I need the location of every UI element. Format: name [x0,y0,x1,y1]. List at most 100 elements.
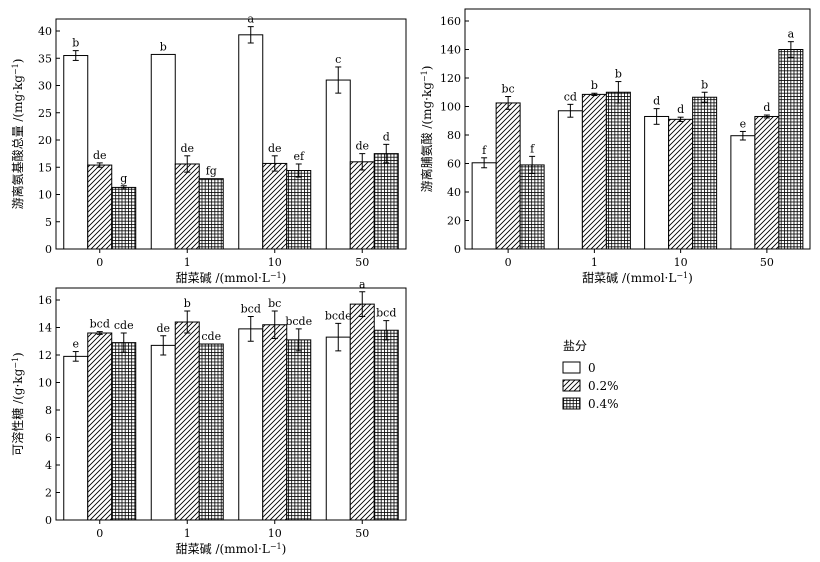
bar [519,164,545,250]
y-tick-label: 15 [38,161,52,174]
x-axis-label: 甜菜碱 /(mmol·L−1) [582,271,693,286]
significance-label: cd [564,90,577,103]
bar [238,34,264,250]
significance-label: de [268,142,282,155]
legend: 盐分 0 0.2% 0.4% [562,339,619,411]
significance-label: a [788,28,795,41]
x-tick-label: 50 [355,256,369,269]
y-tick-label: 140 [440,44,461,57]
x-tick-label: 50 [760,256,774,269]
bar [174,163,200,250]
bar [63,355,89,521]
significance-label: bcde [325,309,352,322]
x-tick-label: 10 [674,256,688,269]
legend-label-2: 0.4% [588,397,619,411]
bar [471,162,497,250]
y-tick-label: 0 [45,243,52,256]
x-tick-label: 50 [355,527,369,540]
bar [778,49,804,250]
y-tick-label: 10 [38,377,52,390]
significance-label: cde [114,319,134,332]
bar [111,342,137,521]
bar [754,115,780,250]
significance-label: c [335,53,341,66]
bar [174,321,200,521]
x-axis-label: 甜菜碱 /(mmol·L−1) [176,542,287,557]
legend-swatch-0 [562,361,581,374]
y-tick-label: 80 [447,129,461,142]
x-axis-label: 甜菜碱 /(mmol·L−1) [176,271,287,286]
bar [692,96,718,250]
significance-label: bc [268,297,281,310]
significance-label: bcd [90,318,110,331]
bar [373,153,399,250]
y-tick-label: 25 [38,107,52,120]
y-tick-label: 160 [440,15,461,28]
y-tick-label: 0 [454,243,461,256]
bar [730,135,756,250]
significance-label: b [591,79,598,92]
legend-swatch-2 [562,397,581,410]
bar [644,115,670,250]
significance-label: bc [502,83,515,96]
y-tick-label: 2 [45,487,52,500]
y-axis-label: 游离脯氨酸 /(mg·kg−1) [419,66,434,193]
chart-free-proline: 0 20 40 60 80 100 120 140 160 0 f bc f 1 cd b b 10 d d b 50 e d… [419,8,811,286]
y-tick-label: 40 [447,186,461,199]
y-tick-label: 4 [45,459,52,472]
plot-frame [55,18,407,250]
chart-total-free-amino-acids: 05101520253035400bdeg1bdefg10adeef50cded… [10,13,407,286]
y-tick-label: 10 [38,189,52,202]
significance-label: a [359,278,366,291]
x-tick-label: 1 [184,256,191,269]
y-tick-label: 35 [38,52,52,65]
legend-label-0: 0 [588,361,596,375]
bar [495,102,521,250]
y-tick-label: 5 [45,216,52,229]
significance-label: bcd [376,307,396,320]
bar [325,336,351,521]
bar [373,329,399,521]
y-tick-label: 120 [440,72,461,85]
y-tick-label: 60 [447,158,461,171]
significance-label: cde [201,330,221,343]
significance-label: b [72,37,79,50]
x-tick-label: 10 [268,527,282,540]
bar [605,91,631,250]
plot-frame [464,8,811,250]
y-tick-label: 14 [38,322,52,335]
legend-title: 盐分 [563,339,587,353]
significance-label: d [677,103,684,116]
x-tick-label: 1 [184,527,191,540]
bar [557,110,583,250]
plot-frame [55,287,407,521]
significance-label: b [701,78,708,91]
significance-label: ef [293,150,305,163]
y-tick-label: 40 [38,25,52,38]
significance-label: b [160,40,167,53]
significance-label: bcd [241,303,261,316]
significance-label: bcde [285,315,312,328]
bar [668,118,694,250]
y-tick-label: 8 [45,404,52,417]
significance-label: f [530,142,535,155]
significance-label: f [482,144,487,157]
y-tick-label: 16 [38,294,52,307]
significance-label: b [184,297,191,310]
significance-label: de [156,322,170,335]
bar [150,53,176,250]
x-tick-label: 10 [268,256,282,269]
significance-label: d [763,101,770,114]
y-tick-label: 6 [45,432,52,445]
bar [111,186,137,250]
bar [238,328,264,521]
y-tick-label: 12 [38,349,52,362]
x-tick-label: 0 [505,256,512,269]
significance-label: de [93,149,107,162]
significance-label: de [180,142,194,155]
significance-label: fg [206,165,217,178]
bar [581,93,607,250]
bar [198,343,224,521]
